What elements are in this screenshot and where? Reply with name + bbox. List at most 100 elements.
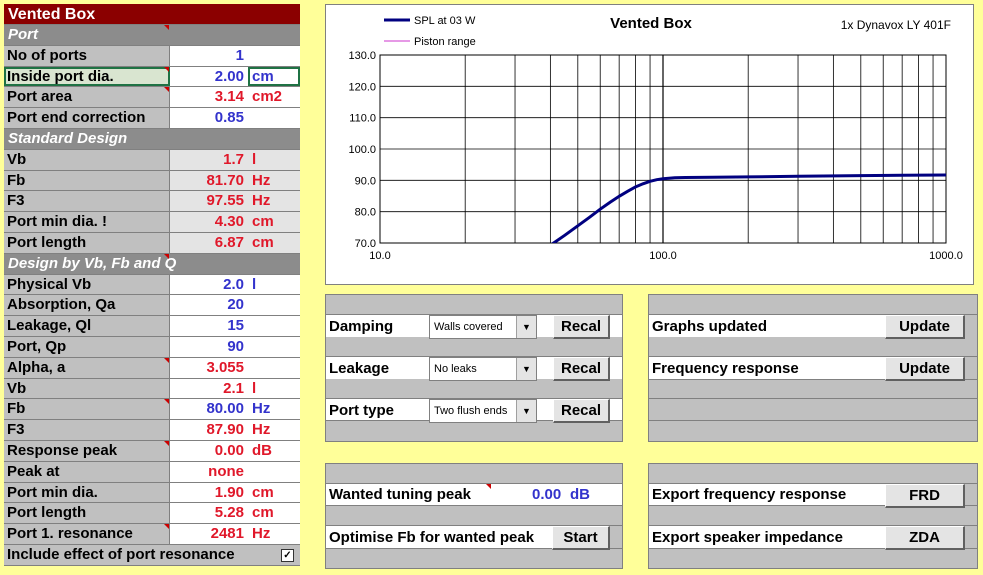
- param-row: No of ports 1: [4, 45, 300, 67]
- param-label: Port, Qp: [4, 336, 170, 357]
- spl-curve: [550, 173, 946, 243]
- param-row: Port area 3.14 cm2: [4, 87, 300, 109]
- param-unit: l: [248, 378, 300, 399]
- export-panel: Export frequency response FRD Export spe…: [648, 463, 978, 569]
- param-label: Fb: [4, 399, 170, 420]
- y-tick-label: 70.0: [355, 238, 376, 250]
- param-label: Port min dia. !: [4, 212, 170, 232]
- param-row: Fb 80.00 Hz: [4, 399, 300, 421]
- param-value: 4.30: [170, 212, 248, 232]
- damping-select[interactable]: Walls covered ▼: [429, 315, 537, 339]
- param-unit: [248, 316, 300, 336]
- updates-panel: Graphs updated Update Frequency response…: [648, 294, 978, 442]
- vented-box-sheet: Vented Box Port No of ports 1 Inside port …: [4, 4, 300, 566]
- param-label: Port end correction: [4, 108, 170, 128]
- param-row: Vb 1.7 l: [4, 149, 300, 171]
- comment-marker: [164, 524, 169, 530]
- param-value[interactable]: 20: [170, 295, 248, 316]
- graphs-updated-label: Graphs updated: [652, 318, 768, 335]
- param-value: 1.7: [170, 149, 248, 170]
- wanted-tuning-peak-value[interactable]: 0.00: [532, 486, 562, 503]
- param-unit: [248, 108, 300, 128]
- param-row: Port, Qp 90: [4, 336, 300, 358]
- export-frd-button[interactable]: FRD: [885, 484, 965, 508]
- param-label: Leakage, Ql: [4, 316, 170, 336]
- param-unit: [248, 336, 300, 357]
- param-unit: l: [248, 274, 300, 295]
- param-value[interactable]: 2.00: [170, 66, 248, 87]
- frequency-response-chart: 130.0 120.0 110.0 100.0 90.0 80.0 70.0 10.0 100.…: [325, 4, 974, 285]
- port-type-select[interactable]: Two flush ends ▼: [429, 399, 537, 423]
- param-value[interactable]: 90: [170, 336, 248, 357]
- param-label: Vb: [4, 378, 170, 399]
- port-type-label: Port type: [329, 402, 395, 419]
- chart-subtitle: 1x Dynavox LY 401F: [841, 18, 951, 32]
- param-row: Fb 81.70 Hz: [4, 170, 300, 192]
- comment-marker: [164, 66, 169, 72]
- param-unit: cm2: [248, 87, 300, 108]
- param-value[interactable]: 15: [170, 316, 248, 336]
- param-row: Leakage, Ql 15: [4, 316, 300, 337]
- comment-marker: [164, 253, 169, 259]
- param-row: Port min dia. ! 4.30 cm: [4, 212, 300, 233]
- include-port-resonance-row[interactable]: Include effect of port resonance ✓: [4, 544, 300, 566]
- x-tick-label: 100.0: [649, 250, 677, 262]
- include-port-resonance-checkbox[interactable]: ✓: [281, 548, 294, 562]
- param-label: Response peak: [4, 440, 170, 461]
- param-value[interactable]: 80.00: [170, 399, 248, 420]
- section-design-vb-fb-q: Design by Vb, Fb and Q: [4, 253, 300, 275]
- comment-marker: [164, 440, 169, 446]
- export-zda-button[interactable]: ZDA: [885, 526, 965, 550]
- param-unit: cm: [248, 503, 300, 524]
- param-value: 3.055: [170, 357, 248, 378]
- chevron-down-icon[interactable]: ▼: [516, 400, 536, 422]
- damping-recal-button[interactable]: Recal: [553, 315, 610, 339]
- leakage-select[interactable]: No leaks ▼: [429, 357, 537, 381]
- param-label: Alpha, a: [4, 357, 170, 378]
- section-standard-design: Standard Design: [4, 128, 300, 150]
- param-unit: cm: [248, 232, 300, 253]
- param-unit: Hz: [248, 420, 300, 440]
- param-row: Response peak 0.00 dB: [4, 440, 300, 462]
- y-tick-label: 100.0: [348, 144, 376, 156]
- param-unit: [248, 461, 300, 482]
- chevron-down-icon[interactable]: ▼: [516, 358, 536, 380]
- leakage-recal-button[interactable]: Recal: [553, 357, 610, 381]
- wanted-tuning-peak-label: Wanted tuning peak: [329, 486, 471, 503]
- y-tick-label: 80.0: [355, 207, 376, 219]
- x-tick-label: 1000.0: [929, 250, 963, 262]
- export-frequency-label: Export frequency response: [652, 486, 847, 503]
- y-tick-label: 130.0: [348, 50, 376, 62]
- param-label: Fb: [4, 170, 170, 191]
- optimise-start-button[interactable]: Start: [552, 526, 610, 550]
- leakage-value: No leaks: [434, 363, 477, 375]
- param-value: 81.70: [170, 170, 248, 191]
- param-value[interactable]: 1: [170, 45, 248, 66]
- param-value: 2.1: [170, 378, 248, 399]
- param-unit: [248, 45, 300, 66]
- damping-label: Damping: [329, 318, 394, 335]
- param-label: F3: [4, 420, 170, 440]
- y-tick-label: 110.0: [349, 113, 376, 125]
- frequency-response-label: Frequency response: [652, 360, 799, 377]
- graphs-update-button[interactable]: Update: [885, 315, 965, 339]
- param-unit: Hz: [248, 399, 300, 420]
- optimise-panel: Wanted tuning peak 0.00 dB Optimise Fb f…: [325, 463, 623, 569]
- param-value[interactable]: 2.0: [170, 274, 248, 295]
- param-unit: cm: [248, 482, 300, 503]
- chevron-down-icon[interactable]: ▼: [516, 316, 536, 338]
- param-value: none: [170, 461, 248, 482]
- param-value: 6.87: [170, 232, 248, 253]
- port-type-recal-button[interactable]: Recal: [553, 399, 610, 423]
- chart-title: Vented Box: [610, 15, 692, 32]
- legend-label-spl: SPL at 03 W: [414, 15, 476, 27]
- param-label: F3: [4, 191, 170, 212]
- param-label: Physical Vb: [4, 274, 170, 295]
- comment-marker: [164, 25, 169, 30]
- param-row: Peak at none: [4, 461, 300, 483]
- param-row: F3 97.55 Hz: [4, 191, 300, 213]
- param-value[interactable]: 0.85: [170, 108, 248, 128]
- param-row: F3 87.90 Hz: [4, 420, 300, 441]
- frequency-update-button[interactable]: Update: [885, 357, 965, 381]
- optimise-fb-label: Optimise Fb for wanted peak: [329, 529, 535, 546]
